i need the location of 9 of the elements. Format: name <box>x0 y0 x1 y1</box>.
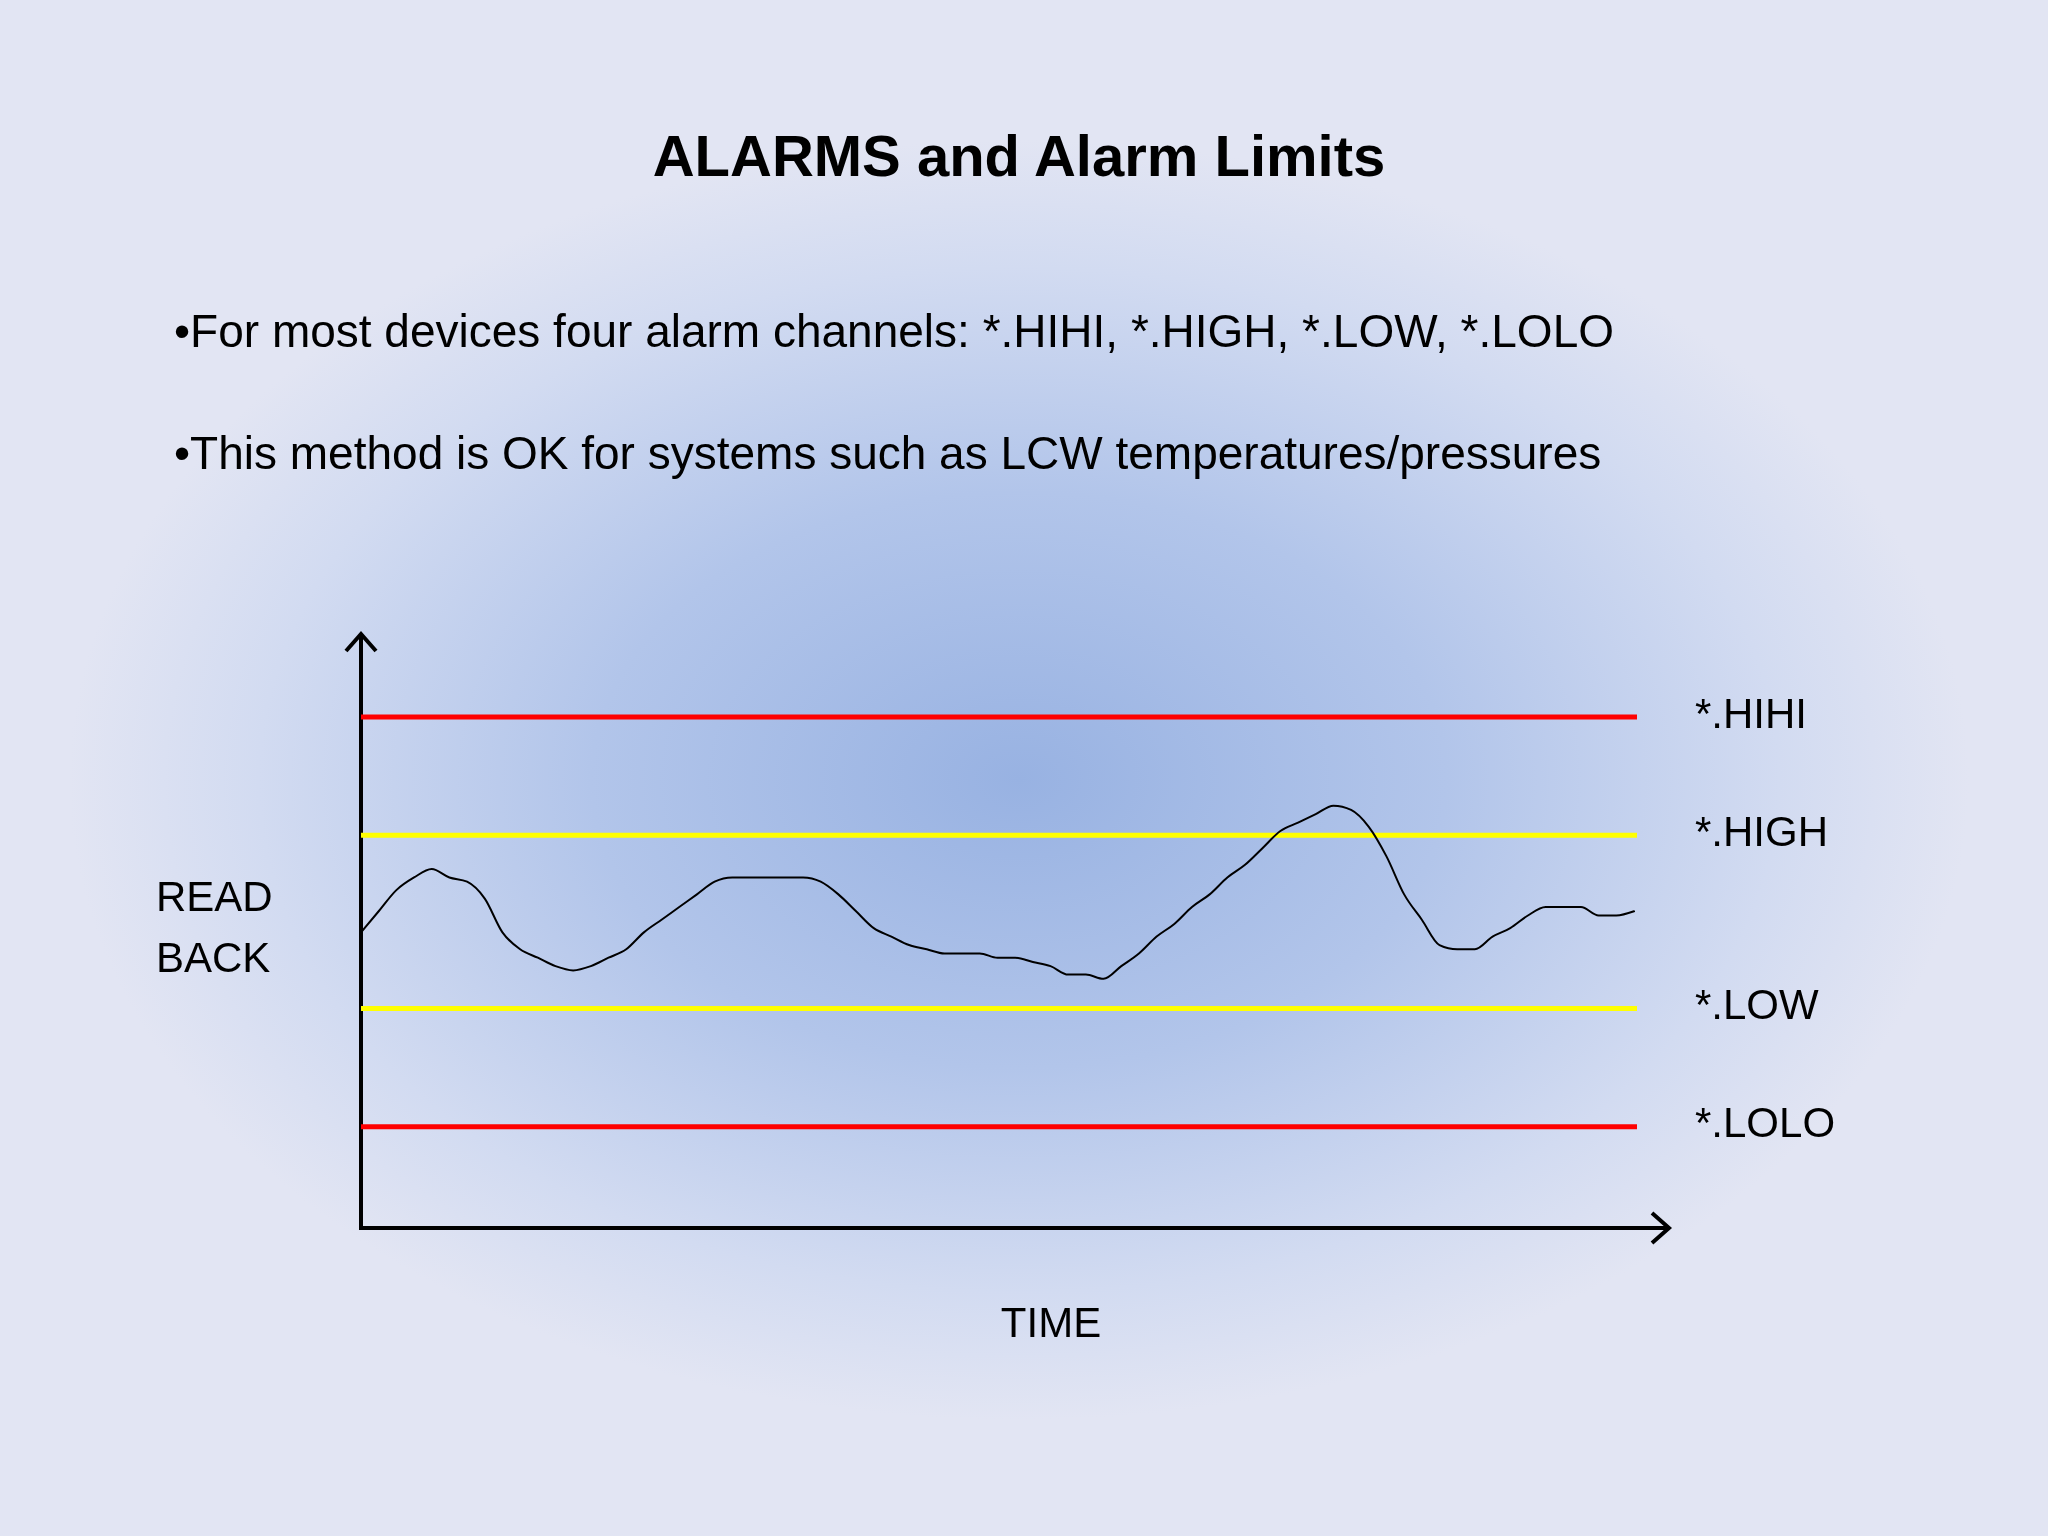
y-axis-title: READ BACK <box>156 873 273 981</box>
x-axis-title: TIME <box>1000 1299 1102 1346</box>
ref-line-label: *.LOW <box>1695 980 1820 1028</box>
chart-title: ALARMS and Alarm Limits <box>652 123 1386 188</box>
text: •This method is OK for systems such as LCW temperatures/pressures <box>174 427 1602 479</box>
ref-line-label: *.LOLO <box>1695 1099 1836 1147</box>
ref-line-label: *.HIHI <box>1695 689 1808 737</box>
text: •For most devices four alarm channels: *.HIHI, *.HIGH, *.LOW, *.LOLO <box>174 305 1615 357</box>
ref-line-label: *.HIGH <box>1695 807 1829 855</box>
